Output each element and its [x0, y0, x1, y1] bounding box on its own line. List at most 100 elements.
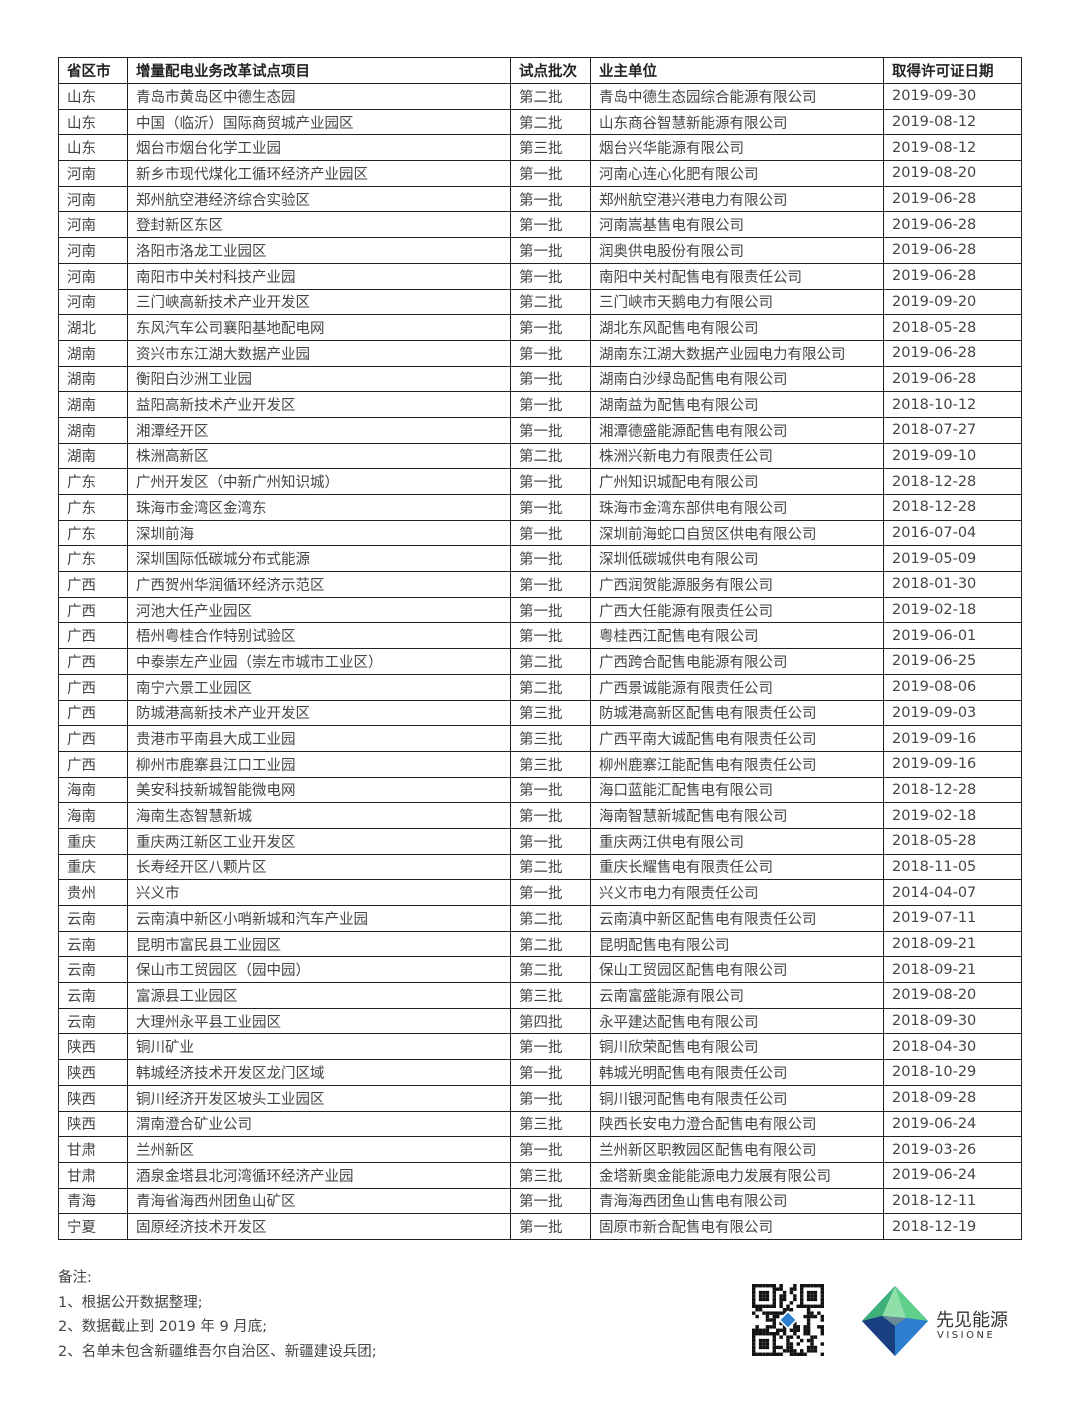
cell-province: 陕西: [58, 1084, 128, 1112]
cell-batch: 第四批: [510, 1007, 591, 1035]
cell-project: 昆明市富民县工业园区: [127, 930, 511, 958]
cell-batch: 第一批: [510, 622, 591, 650]
cell-owner: 广西跨合配售电能源有限公司: [590, 648, 884, 675]
cell-project: 登封新区东区: [127, 211, 511, 239]
cell-province: 湖北: [58, 314, 128, 341]
cell-province: 广西: [58, 673, 128, 701]
cell-province: 山东: [58, 83, 128, 110]
table-row: 陕西 铜川经济开发区坡头工业园区 第一批 铜川银河配售电有限责任公司 2018-09-2…: [58, 1084, 1022, 1112]
cell-owner: 深圳低碳城供电有限公司: [590, 545, 884, 573]
cell-project: 重庆两江新区工业开发区: [127, 827, 511, 855]
cell-province: 云南: [58, 1007, 128, 1035]
cell-owner: 烟台兴华能源有限公司: [590, 134, 884, 162]
cell-province: 湖南: [58, 442, 128, 470]
cell-batch: 第三批: [510, 750, 591, 778]
cell-province: 云南: [58, 905, 128, 932]
cell-batch: 第一批: [510, 596, 591, 624]
header-project: 增量配电业务改革试点项目: [127, 57, 511, 84]
cell-owner: 铜川欣荣配售电有限公司: [590, 1033, 884, 1061]
cell-project: 益阳高新技术产业开发区: [127, 391, 511, 418]
cell-license-date: 2019-06-28: [883, 237, 1022, 264]
cell-batch: 第二批: [510, 673, 591, 701]
table-row: 贵州 兴义市 第一批 兴义市电力有限责任公司 2014-04-07: [58, 879, 1022, 906]
cell-province: 湖南: [58, 391, 128, 418]
table-row: 海南 美安科技新城智能微电网 第一批 海口蓝能汇配售电有限公司 2018-12-28: [58, 776, 1022, 804]
cell-batch: 第一批: [510, 1213, 591, 1240]
table-row: 陕西 铜川矿业 第一批 铜川欣荣配售电有限公司 2018-04-30: [58, 1033, 1022, 1061]
cell-owner: 永平建达配售电有限公司: [590, 1007, 884, 1035]
cell-batch: 第一批: [510, 365, 591, 393]
cell-owner: 珠海市金湾东部供电有限公司: [590, 494, 884, 521]
cell-license-date: 2019-02-18: [883, 802, 1022, 829]
cell-license-date: 2018-10-12: [883, 391, 1022, 418]
cell-province: 甘肃: [58, 1136, 128, 1163]
cell-province: 河南: [58, 185, 128, 213]
cell-batch: 第一批: [510, 237, 591, 264]
cell-owner: 湖南东江湖大数据产业园电力有限公司: [590, 339, 884, 367]
cell-batch: 第一批: [510, 827, 591, 855]
table-row: 云南 昆明市富民县工业园区 第二批 昆明配售电有限公司 2018-09-21: [58, 930, 1022, 958]
cell-province: 重庆: [58, 827, 128, 855]
table-row: 河南 洛阳市洛龙工业园区 第一批 润奥供电股份有限公司 2019-06-28: [58, 237, 1022, 264]
table-row: 河南 三门峡高新技术产业开发区 第二批 三门峡市天鹅电力有限公司 2019-09-20: [58, 288, 1022, 316]
table-row: 广西 河池大任产业园区 第一批 广西大任能源有限责任公司 2019-02-18: [58, 596, 1022, 624]
cell-project: 铜川矿业: [127, 1033, 511, 1061]
cell-license-date: 2019-08-12: [883, 108, 1022, 136]
cell-project: 青岛市黄岛区中德生态园: [127, 83, 511, 110]
cell-project: 洛阳市洛龙工业园区: [127, 237, 511, 264]
cell-batch: 第一批: [510, 1084, 591, 1112]
cell-owner: 云南滇中新区配售电有限责任公司: [590, 905, 884, 932]
cell-batch: 第二批: [510, 853, 591, 881]
cell-batch: 第一批: [510, 545, 591, 573]
table-row: 青海 青海省海西州团鱼山矿区 第一批 青海海西团鱼山售电有限公司 2018-12-11: [58, 1187, 1022, 1215]
cell-project: 南宁六景工业园区: [127, 673, 511, 701]
note-item: 1、根据公开数据整理;: [58, 1294, 203, 1311]
header-license-date: 取得许可证日期: [883, 57, 1022, 84]
cell-province: 河南: [58, 262, 128, 290]
cell-owner: 兰州新区职教园区配售电有限公司: [590, 1136, 884, 1163]
cell-license-date: 2018-12-19: [883, 1213, 1022, 1240]
cell-province: 贵州: [58, 879, 128, 906]
cell-project: 铜川经济开发区坡头工业园区: [127, 1084, 511, 1112]
cell-owner: 昆明配售电有限公司: [590, 930, 884, 958]
notes: 备注: 1、根据公开数据整理; 2、数据截止到 2019 年 9 月底; 2、名…: [58, 1266, 377, 1365]
cell-province: 广东: [58, 545, 128, 573]
cell-license-date: 2019-06-24: [883, 1161, 1022, 1189]
cell-owner: 南阳中关村配售电有限责任公司: [590, 262, 884, 290]
cell-project: 梧州粤桂合作特别试验区: [127, 622, 511, 650]
table-row: 湖北 东风汽车公司襄阳基地配电网 第一批 湖北东风配售电有限公司 2018-05-28: [58, 314, 1022, 341]
cell-license-date: 2019-06-28: [883, 185, 1022, 213]
table-header-row: 省区市 增量配电业务改革试点项目 试点批次 业主单位 取得许可证日期: [58, 57, 1022, 84]
cell-province: 云南: [58, 930, 128, 958]
cell-project: 湘潭经开区: [127, 416, 511, 444]
brand-name-en: VISIONE: [937, 1330, 996, 1341]
cell-license-date: 2019-08-06: [883, 673, 1022, 701]
table-row: 湖南 益阳高新技术产业开发区 第一批 湖南益为配售电有限公司 2018-10-12: [58, 391, 1022, 418]
note-item: 2、名单未包含新疆维吾尔自治区、新疆建设兵团;: [58, 1344, 377, 1361]
table-row: 云南 大理州永平县工业园区 第四批 永平建达配售电有限公司 2018-09-30: [58, 1007, 1022, 1035]
pilot-projects-table: 省区市 增量配电业务改革试点项目 试点批次 业主单位 取得许可证日期 山东 青岛市黄岛区中…: [58, 57, 1022, 1240]
table-row: 甘肃 酒泉金塔县北河湾循环经济产业园 第三批 金塔新奥金能能源电力发展有限公司 2019…: [58, 1161, 1022, 1189]
cell-license-date: 2018-12-28: [883, 494, 1022, 521]
cell-province: 广西: [58, 622, 128, 650]
cell-province: 湖南: [58, 365, 128, 393]
cell-batch: 第二批: [510, 930, 591, 958]
cell-owner: 金塔新奥金能能源电力发展有限公司: [590, 1161, 884, 1189]
table-row: 陕西 渭南澄合矿业公司 第三批 陕西长安电力澄合配售电有限公司 2019-06-24: [58, 1110, 1022, 1138]
cell-owner: 青岛中德生态园综合能源有限公司: [590, 83, 884, 110]
table-row: 广东 深圳国际低碳城分布式能源 第一批 深圳低碳城供电有限公司 2019-05-09: [58, 545, 1022, 573]
cell-batch: 第二批: [510, 648, 591, 675]
cell-license-date: 2018-07-27: [883, 416, 1022, 444]
cell-license-date: 2019-09-03: [883, 699, 1022, 727]
cell-project: 酒泉金塔县北河湾循环经济产业园: [127, 1161, 511, 1189]
cell-license-date: 2018-05-28: [883, 827, 1022, 855]
cell-project: 韩城经济技术开发区龙门区域: [127, 1059, 511, 1086]
cell-batch: 第三批: [510, 134, 591, 162]
cell-province: 海南: [58, 802, 128, 829]
table-row: 广西 梧州粤桂合作特别试验区 第一批 粤桂西江配售电有限公司 2019-06-01: [58, 622, 1022, 650]
cell-batch: 第一批: [510, 211, 591, 239]
cell-batch: 第三批: [510, 699, 591, 727]
table-row: 广西 中泰崇左产业园（崇左市城市工业区） 第二批 广西跨合配售电能源有限公司 2019-…: [58, 648, 1022, 675]
table-row: 河南 新乡市现代煤化工循环经济产业园区 第一批 河南心连心化肥有限公司 2019-08-…: [58, 160, 1022, 187]
table-row: 云南 保山市工贸园区（园中园） 第二批 保山工贸园区配售电有限公司 2018-09-21: [58, 956, 1022, 984]
